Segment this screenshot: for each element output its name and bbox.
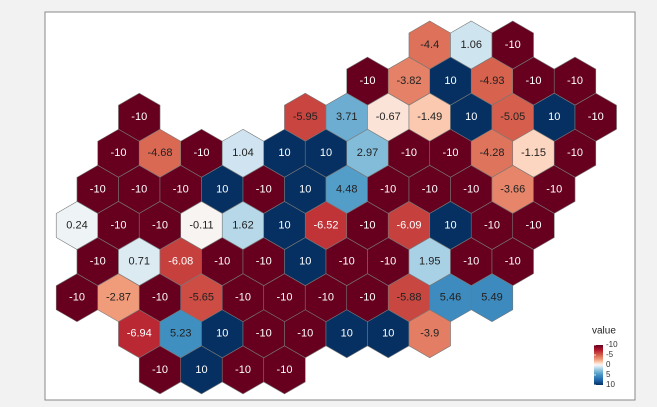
- hex-label: -10: [339, 256, 355, 268]
- hex-label: -10: [297, 328, 313, 340]
- hex-label: -10: [277, 364, 293, 376]
- hex-label: -6.94: [127, 328, 152, 340]
- hex-label: -10: [152, 292, 168, 304]
- hex-label: -10: [526, 75, 542, 87]
- hex-label: -10: [256, 328, 272, 340]
- hex-label: -10: [111, 219, 127, 231]
- hex-label: -10: [567, 75, 583, 87]
- hex-label: -10: [256, 183, 272, 195]
- hex-label: -10: [277, 292, 293, 304]
- hex-label: 10: [299, 183, 311, 195]
- hex-label: -10: [69, 292, 85, 304]
- hex-label: 10: [341, 328, 353, 340]
- hex-label: 5.49: [481, 292, 502, 304]
- hex-label: -10: [214, 256, 230, 268]
- hex-label: -4.4: [420, 39, 439, 51]
- hex-label: -10: [463, 183, 479, 195]
- hex-label: 0.71: [129, 256, 150, 268]
- hex-label: -10: [380, 183, 396, 195]
- hex-label: 1.95: [419, 256, 440, 268]
- hex-label: -10: [173, 183, 189, 195]
- hex-label: -10: [380, 256, 396, 268]
- legend-tick-label: 10: [606, 380, 615, 389]
- hex-label: 10: [216, 183, 228, 195]
- hex-label: -10: [318, 292, 334, 304]
- hex-label: -6.08: [168, 256, 193, 268]
- hex-label: 10: [320, 147, 332, 159]
- hex-label: 1.62: [232, 219, 253, 231]
- hex-label: -1.15: [521, 147, 546, 159]
- hex-label: 1.06: [461, 39, 482, 51]
- hex-label: -3.66: [500, 183, 525, 195]
- hex: [408, 309, 451, 359]
- hex-label: -4.68: [147, 147, 172, 159]
- hex-label: -3.9: [420, 328, 439, 340]
- hex-label: -4.28: [479, 147, 504, 159]
- hex-label: -5.88: [396, 292, 421, 304]
- hex-label: -10: [152, 364, 168, 376]
- hex-label: -10: [588, 111, 604, 123]
- hex-label: -10: [443, 147, 459, 159]
- hex-label: -10: [567, 147, 583, 159]
- hex-label: -10: [235, 292, 251, 304]
- hex-label: 5.23: [170, 328, 191, 340]
- hex-label: 10: [465, 111, 477, 123]
- colorbar: [594, 345, 603, 385]
- hex-label: -0.67: [376, 111, 401, 123]
- hex-label: -10: [194, 147, 210, 159]
- hex-label: 2.97: [357, 147, 378, 159]
- hex-label: -3.82: [396, 75, 421, 87]
- hex-label: -10: [90, 256, 106, 268]
- hex-label: -1.49: [417, 111, 442, 123]
- hex-label: 1.04: [232, 147, 253, 159]
- hex-label: -10: [111, 147, 127, 159]
- hex-label: 4.48: [336, 183, 357, 195]
- hex: [470, 273, 514, 323]
- hex-label: 0.24: [66, 219, 87, 231]
- hex-label: -6.09: [396, 219, 421, 231]
- legend-tick-label: 0: [606, 360, 611, 369]
- hex-label: -10: [152, 219, 168, 231]
- legend-tick-label: 5: [606, 370, 611, 379]
- hex-label: 10: [195, 364, 207, 376]
- hex-label: 10: [278, 147, 290, 159]
- hex-label: 10: [444, 219, 456, 231]
- hex-label: 10: [278, 219, 290, 231]
- hex-label: -10: [360, 219, 376, 231]
- hex-label: 3.71: [336, 111, 357, 123]
- hex-label: -10: [546, 183, 562, 195]
- hex-label: -10: [463, 256, 479, 268]
- hex-label: -10: [235, 364, 251, 376]
- hex-label: -10: [526, 219, 542, 231]
- hex-label: 10: [216, 328, 228, 340]
- hex-label: -10: [360, 75, 376, 87]
- hex-label: -5.95: [293, 111, 318, 123]
- hex-label: -10: [90, 183, 106, 195]
- hex-label: -10: [505, 256, 521, 268]
- legend-tick-label: -5: [606, 350, 614, 359]
- hex-label: -10: [256, 256, 272, 268]
- hex-label: -2.87: [106, 292, 131, 304]
- hex-label: -10: [131, 111, 147, 123]
- hex-label: -10: [131, 183, 147, 195]
- hex-label: -10: [401, 147, 417, 159]
- legend-tick-label: -10: [606, 340, 618, 349]
- hex-label: -4.93: [479, 75, 504, 87]
- hex-label: 10: [444, 75, 456, 87]
- hex-label: 5.46: [440, 292, 461, 304]
- hex-label: -5.65: [189, 292, 214, 304]
- hex-label: -6.52: [313, 219, 338, 231]
- hex-label: 10: [548, 111, 560, 123]
- hex-label: -10: [505, 39, 521, 51]
- hex-label: -0.11: [189, 219, 213, 231]
- legend-title: value: [592, 326, 616, 337]
- hex-label: -10: [422, 183, 438, 195]
- hex-label: -5.05: [500, 111, 525, 123]
- hex-label: 10: [382, 328, 394, 340]
- hex-label: 10: [299, 256, 311, 268]
- hex: [263, 345, 306, 395]
- hex-label: -10: [484, 219, 500, 231]
- hex-label: -10: [360, 292, 376, 304]
